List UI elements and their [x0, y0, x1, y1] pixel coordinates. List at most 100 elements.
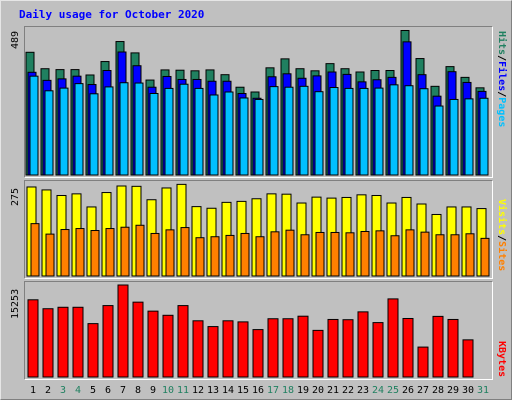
- day-label-18: 18: [282, 385, 294, 396]
- sites-bar-19: [300, 234, 310, 277]
- pages-bar-9: [149, 92, 159, 176]
- sites-bar-6: [105, 228, 115, 277]
- day-label-5: 5: [90, 385, 96, 396]
- sites-bar-10: [165, 229, 175, 277]
- day-label-29: 29: [447, 385, 459, 396]
- kbytes-bar-8: [132, 301, 144, 378]
- pages-bar-11: [179, 83, 189, 176]
- kbytes-bar-19: [297, 315, 309, 378]
- kbytes-bar-4: [72, 306, 84, 378]
- day-label-10: 10: [162, 385, 174, 396]
- kbytes-bar-5: [87, 323, 99, 378]
- day-label-17: 17: [267, 385, 279, 396]
- kbytes-bar-20: [312, 329, 324, 378]
- kbytes-bar-30: [462, 339, 474, 378]
- kbytes-bar-13: [207, 326, 219, 378]
- kbytes-bar-15: [237, 321, 249, 378]
- sites-bar-31: [480, 237, 490, 277]
- day-label-15: 15: [237, 385, 249, 396]
- pages-bar-23: [359, 87, 369, 176]
- day-label-3: 3: [60, 385, 66, 396]
- sites-bar-30: [465, 233, 475, 277]
- kbytes-bar-21: [327, 318, 339, 378]
- sites-bar-5: [90, 230, 100, 277]
- pages-bar-1: [29, 75, 39, 176]
- kbytes-bar-2: [42, 308, 54, 378]
- kbytes-bar-23: [357, 311, 369, 378]
- pages-bar-4: [74, 83, 84, 176]
- pages-bar-13: [209, 94, 219, 176]
- pages-bar-27: [419, 88, 429, 176]
- pages-bar-10: [164, 87, 174, 176]
- day-label-25: 25: [387, 385, 399, 396]
- pages-bar-24: [374, 87, 384, 176]
- pages-bar-5: [89, 93, 99, 176]
- pages-bar-15: [239, 97, 249, 176]
- day-label-4: 4: [75, 385, 81, 396]
- pages-bar-2: [44, 90, 54, 176]
- pages-bar-6: [104, 86, 114, 176]
- sites-bar-9: [150, 232, 160, 277]
- day-label-14: 14: [222, 385, 234, 396]
- kbytes-bar-1: [27, 299, 39, 378]
- day-label-31: 31: [477, 385, 489, 396]
- pages-bar-19: [299, 85, 309, 176]
- pages-bar-16: [254, 98, 264, 176]
- day-label-20: 20: [312, 385, 324, 396]
- kbytes-bar-12: [192, 320, 204, 378]
- sites-bar-29: [450, 234, 460, 277]
- sites-bar-21: [330, 231, 340, 277]
- kbytes-bar-10: [162, 314, 174, 378]
- sites-bar-27: [420, 231, 430, 277]
- kbytes-bar-29: [447, 318, 459, 378]
- kbytes-bar-28: [432, 315, 444, 378]
- kbytes-bar-11: [177, 305, 189, 378]
- sites-bar-22: [345, 232, 355, 277]
- pages-bar-29: [449, 98, 459, 176]
- day-label-1: 1: [30, 385, 36, 396]
- sites-bar-7: [120, 226, 130, 277]
- pages-bar-3: [59, 87, 69, 176]
- pages-bar-25: [389, 84, 399, 176]
- day-label-19: 19: [297, 385, 309, 396]
- kbytes-bar-25: [387, 298, 399, 378]
- day-label-9: 9: [150, 385, 156, 396]
- sites-bar-18: [285, 229, 295, 277]
- kbytes-bar-18: [282, 318, 294, 378]
- sites-bar-15: [240, 232, 250, 277]
- day-label-24: 24: [372, 385, 384, 396]
- pages-bar-12: [194, 87, 204, 176]
- sites-bar-24: [375, 230, 385, 277]
- day-label-30: 30: [462, 385, 474, 396]
- sites-bar-25: [390, 235, 400, 277]
- day-label-21: 21: [327, 385, 339, 396]
- day-label-28: 28: [432, 385, 444, 396]
- sites-bar-16: [255, 236, 265, 277]
- sites-bar-12: [195, 237, 205, 277]
- sites-bar-11: [180, 227, 190, 277]
- day-label-13: 13: [207, 385, 219, 396]
- pages-bar-22: [344, 87, 354, 176]
- pages-bar-8: [134, 82, 144, 176]
- kbytes-bar-27: [417, 346, 429, 378]
- kbytes-bar-7: [117, 284, 129, 378]
- day-label-12: 12: [192, 385, 204, 396]
- kbytes-bar-26: [402, 317, 414, 378]
- day-label-2: 2: [45, 385, 51, 396]
- kbytes-bar-24: [372, 322, 384, 378]
- kbytes-bar-17: [267, 318, 279, 378]
- sites-bar-14: [225, 234, 235, 277]
- kbytes-bar-9: [147, 310, 159, 378]
- sites-bar-3: [60, 229, 70, 277]
- pages-bar-17: [269, 86, 279, 176]
- day-label-6: 6: [105, 385, 111, 396]
- day-label-23: 23: [357, 385, 369, 396]
- pages-bar-7: [119, 82, 129, 176]
- sites-bar-26: [405, 229, 415, 277]
- kbytes-bar-3: [57, 306, 69, 378]
- pages-bar-14: [224, 91, 234, 176]
- kbytes-bar-6: [102, 305, 114, 378]
- kbytes-bar-22: [342, 319, 354, 378]
